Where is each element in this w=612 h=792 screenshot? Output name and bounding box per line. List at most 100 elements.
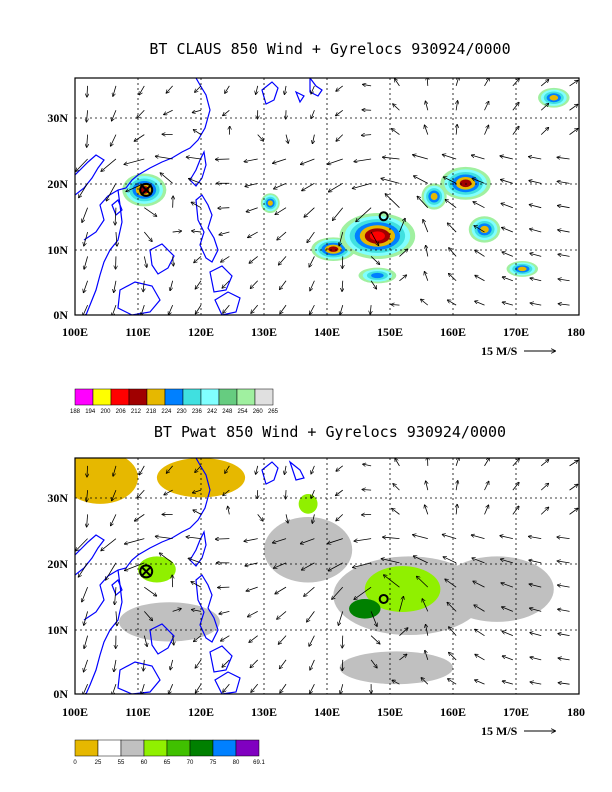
x-tick-label: 140E [314,325,340,339]
wind-vector [310,304,315,314]
wind-vector [246,586,258,591]
wind-vector [222,280,230,288]
wind-vector [155,156,173,160]
colorbar-swatch [189,739,214,757]
wind-vector [512,103,519,111]
colorbar-swatch [235,739,260,757]
vector-reference-label: 15 M/S [481,724,518,738]
wind-vector [141,684,145,694]
wind-vector [414,176,428,184]
wind-vector [191,582,202,588]
colorbar-tick-label: 242 [207,409,218,415]
colorbar-tick-label: 260 [253,409,264,415]
wind-vector [502,681,513,685]
wind-vector [475,301,485,306]
wind-vector [310,683,315,693]
wind-vector [423,220,429,233]
wind-vector [284,85,286,94]
wind-vector [449,274,457,282]
wind-vector [370,231,378,245]
wind-vector [112,684,117,694]
wind-vector [135,514,145,521]
x-tick-label: 170E [503,325,529,339]
wind-vector [342,280,343,291]
wind-vector [540,80,548,87]
grid-lines [75,78,579,315]
wind-vector [307,611,315,621]
gyre-marker [139,182,154,197]
wind-vector [342,659,343,671]
colorbar-swatch [236,388,256,406]
wind-vector [530,278,542,282]
wind-vector [244,158,258,162]
wind-vector [219,231,230,235]
colorbar-tick-label: 0 [73,760,77,766]
wind-vector [399,654,406,661]
plot-frame [74,77,580,316]
wind-vector [449,248,457,257]
wind-vector [84,635,88,649]
colorbar-tick-label: 80 [233,760,240,766]
pwat-region [156,458,246,498]
wind-vector [336,134,344,142]
y-tick-label: 30N [47,111,68,125]
wind-vector [251,683,259,692]
wind-vector [307,231,315,242]
wind-vector [244,538,258,542]
cloud-region [549,95,559,101]
gyre-marker [378,593,389,604]
wind-vector [248,611,258,616]
wind-vector [449,627,457,636]
wind-vector [413,155,428,160]
wind-vector [501,203,513,209]
wind-vector [336,465,343,471]
wind-vector [456,481,458,491]
wind-vector [426,481,428,491]
colorbar-tick-label: 224 [161,409,172,415]
wind-vector [484,78,490,87]
wind-vector [339,231,344,246]
wind-vector [87,514,88,526]
wind-vector [169,684,174,694]
wind-vector [310,659,315,670]
y-tick-label: 0N [53,687,68,701]
wind-vector [144,586,156,596]
wind-vector [139,465,145,475]
wind-vector [87,85,88,97]
wind-vector [286,134,288,144]
wind-vector [399,275,406,282]
wind-vector [354,158,372,162]
wind-vector [569,484,578,491]
x-tick-label: 130E [251,705,277,719]
wind-vector [352,182,372,188]
colorbar-tick-label: 230 [177,409,188,415]
wind-vector [530,682,542,684]
wind-vector [155,536,173,540]
wind-vector [340,305,344,314]
wind-vector [472,178,485,184]
wind-vector [134,134,145,142]
wind-vector [273,538,287,543]
wind-vector [111,514,117,525]
wind-vector [448,223,457,233]
wind-vector [353,562,372,568]
y-tick-label: 30N [47,491,68,505]
wind-vector [392,680,400,685]
wind-vector [540,104,548,111]
wind-vector [557,157,570,159]
wind-vector [223,109,230,115]
wind-vector [143,231,152,241]
wind-vector [192,231,202,232]
wind-vector [111,134,117,146]
gyre-marker-cross [140,565,152,578]
wind-vector [370,635,380,644]
wind-vector [336,489,343,495]
wind-vector [336,109,343,115]
pwat-region [349,598,381,619]
wind-vector [277,611,287,619]
wind-vector [449,652,457,661]
wind-vector [83,684,88,694]
wind-vector [101,538,117,551]
wind-vector [569,461,578,467]
wind-vector [116,611,117,625]
